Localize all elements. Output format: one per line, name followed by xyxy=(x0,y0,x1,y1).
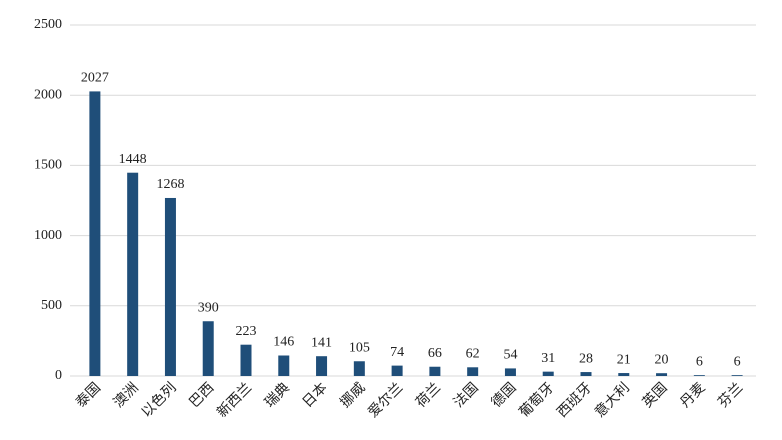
x-tick-label: 荷兰 xyxy=(413,380,444,411)
y-tick-label: 2000 xyxy=(34,87,62,102)
x-tick-label: 德国 xyxy=(488,380,519,411)
x-tick-label: 澳洲 xyxy=(111,380,142,411)
bar xyxy=(391,365,403,376)
value-label: 1448 xyxy=(119,152,147,167)
y-tick-label: 2500 xyxy=(34,17,62,32)
x-tick-label: 新西兰 xyxy=(214,380,255,421)
x-tick-label: 葡萄牙 xyxy=(516,380,557,421)
value-label: 31 xyxy=(541,351,555,366)
bar xyxy=(89,91,101,376)
bar xyxy=(542,371,554,376)
bar xyxy=(240,344,252,376)
value-label: 223 xyxy=(236,324,257,339)
x-tick-label: 意大利 xyxy=(591,379,633,421)
bar xyxy=(429,366,441,376)
x-tick-label: 英国 xyxy=(639,379,671,411)
bar xyxy=(467,367,479,376)
value-label: 74 xyxy=(390,345,404,360)
bar xyxy=(127,172,139,376)
bar xyxy=(504,368,516,376)
x-tick-label: 以色列 xyxy=(138,379,180,421)
x-tick-label: 泰国 xyxy=(73,380,104,411)
value-label: 21 xyxy=(617,352,631,367)
x-tick-label: 爱尔兰 xyxy=(365,380,406,421)
value-label: 390 xyxy=(198,300,219,315)
y-tick-label: 1000 xyxy=(34,228,62,243)
value-label: 6 xyxy=(734,354,741,369)
x-tick-label: 西班牙 xyxy=(554,380,595,421)
bar xyxy=(353,361,365,376)
x-tick-label: 日本 xyxy=(300,380,331,411)
value-label: 20 xyxy=(655,352,669,367)
bar xyxy=(164,197,176,376)
y-tick-label: 1500 xyxy=(34,158,62,173)
x-tick-label: 挪威 xyxy=(337,380,368,411)
value-label: 54 xyxy=(503,348,517,363)
x-tick-label: 丹麦 xyxy=(677,380,708,411)
x-tick-label: 法国 xyxy=(451,380,482,411)
bar xyxy=(731,375,743,376)
bar xyxy=(278,355,290,376)
value-label: 1268 xyxy=(156,177,184,192)
value-label: 2027 xyxy=(81,71,109,86)
y-tick-label: 500 xyxy=(41,298,62,313)
value-label: 141 xyxy=(311,335,332,350)
bar xyxy=(202,321,214,376)
value-label: 105 xyxy=(349,340,370,355)
x-tick-label: 芬兰 xyxy=(715,380,746,411)
value-label: 146 xyxy=(273,335,294,350)
bar xyxy=(618,373,630,376)
x-tick-label: 瑞典 xyxy=(262,380,293,411)
bar xyxy=(316,356,328,376)
y-tick-label: 0 xyxy=(55,368,62,383)
value-label: 28 xyxy=(579,351,593,366)
bar xyxy=(580,372,592,376)
value-label: 62 xyxy=(466,347,480,362)
value-label: 6 xyxy=(696,354,703,369)
value-label: 66 xyxy=(428,346,442,361)
x-tick-label: 巴西 xyxy=(187,380,217,410)
bar xyxy=(656,373,668,376)
bar xyxy=(693,375,705,376)
